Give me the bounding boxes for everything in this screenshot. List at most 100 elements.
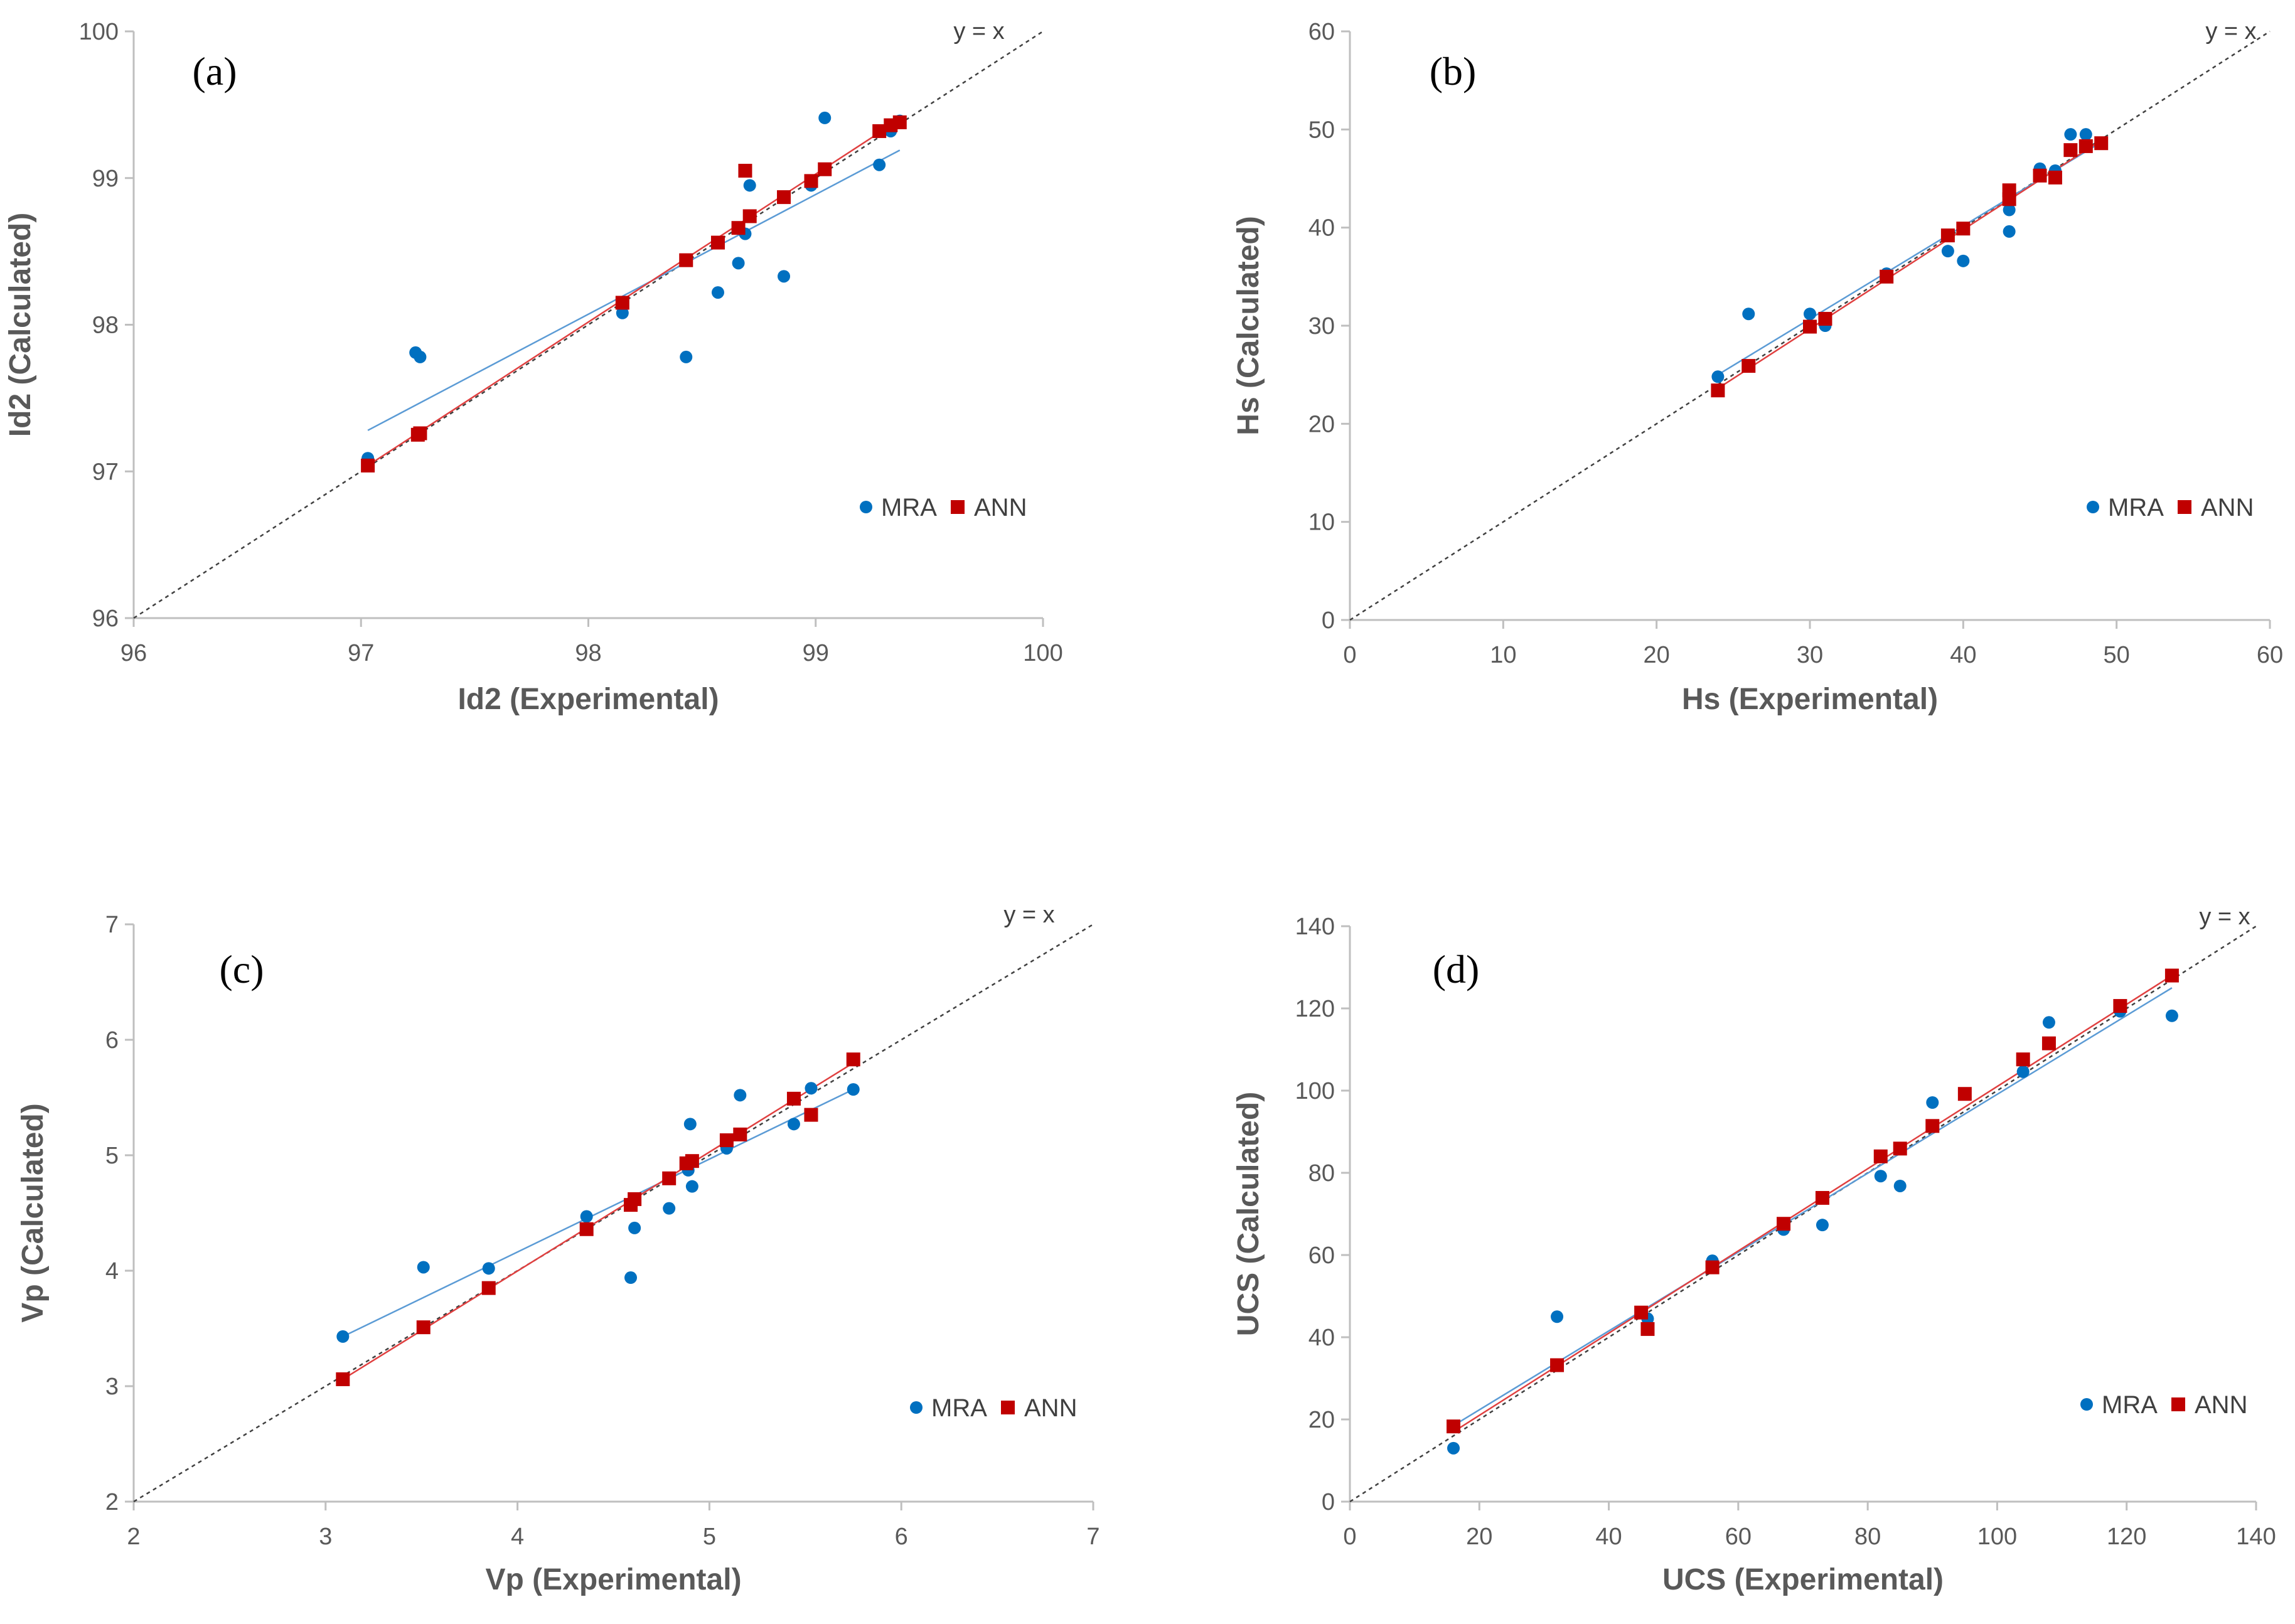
mra-point — [336, 1330, 350, 1343]
mra-point — [1804, 307, 1816, 321]
mra-point — [2042, 1016, 2055, 1029]
ann-point — [1880, 269, 1894, 284]
y-tick-label: 99 — [92, 166, 119, 192]
mra-point — [1874, 1170, 1887, 1183]
ann-point — [1447, 1419, 1461, 1434]
y-axis-title: Id2 (Calculated) — [4, 213, 37, 437]
x-tick-label: 96 — [120, 640, 147, 666]
panel-label: (a) — [192, 49, 237, 93]
ann-point — [1803, 319, 1817, 334]
y-tick-label: 40 — [1308, 1325, 1335, 1351]
ann-point — [742, 209, 757, 223]
identity-line-label: y = x — [953, 18, 1004, 45]
ann-point — [872, 124, 887, 138]
mra-point — [482, 1262, 495, 1275]
y-tick-label: 60 — [1308, 1242, 1335, 1269]
ann-point — [2113, 999, 2127, 1013]
x-tick-label: 0 — [1343, 642, 1356, 668]
ann-point — [579, 1222, 594, 1236]
x-tick-label: 80 — [1854, 1524, 1881, 1550]
mra-point — [417, 1261, 430, 1274]
legend-ann-label: ANN — [974, 494, 1027, 521]
mra-point — [1551, 1310, 1564, 1323]
ann-point — [2041, 1036, 2056, 1050]
mra-point — [873, 158, 886, 171]
y-axis-title: Hs (Calculated) — [1232, 216, 1265, 435]
mra-point — [628, 1221, 641, 1234]
legend-mra-marker — [2087, 501, 2099, 513]
legend-mra-label: MRA — [2102, 1391, 2158, 1419]
y-tick-label: 100 — [79, 19, 119, 45]
ann-point — [719, 1133, 734, 1148]
ann-point — [1777, 1217, 1791, 1231]
ann-point — [818, 162, 832, 176]
y-tick-label: 10 — [1308, 510, 1335, 536]
y-tick-label: 2 — [105, 1489, 119, 1515]
y-tick-label: 6 — [105, 1027, 119, 1054]
ann-point — [416, 1320, 431, 1335]
ann-point — [804, 1108, 818, 1122]
ann-point — [662, 1171, 677, 1185]
ann-point — [2048, 170, 2062, 184]
x-axis-title: Id2 (Experimental) — [457, 683, 719, 716]
x-tick-label: 40 — [1950, 642, 1976, 668]
x-tick-label: 120 — [2107, 1524, 2146, 1550]
x-tick-label: 6 — [895, 1524, 908, 1550]
x-tick-label: 100 — [1023, 640, 1062, 666]
ann-point — [2002, 183, 2016, 198]
mra-point — [1742, 307, 1755, 321]
panel-label: (b) — [1430, 49, 1477, 93]
mra-fit-line — [342, 1088, 854, 1338]
y-axis-title: Vp (Calculated) — [16, 1103, 50, 1322]
mra-point — [1957, 254, 1970, 267]
ann-point — [1940, 228, 1955, 243]
y-tick-label: 120 — [1295, 996, 1335, 1022]
mra-point — [743, 179, 756, 192]
x-tick-label: 140 — [2236, 1524, 2276, 1550]
y-tick-label: 100 — [1295, 1078, 1335, 1104]
ann-point — [804, 174, 818, 188]
chart-panel-1: 96 97 98 99 100 96 97 98 99 100 y = x (a) Id2 (Exper… — [4, 18, 1063, 716]
ann-point — [1815, 1190, 1829, 1205]
legend-mra-label: MRA — [2108, 494, 2164, 521]
mra-point — [616, 306, 629, 319]
ann-point — [846, 1052, 860, 1067]
x-tick-label: 7 — [1086, 1524, 1099, 1550]
x-tick-label: 100 — [1977, 1524, 2017, 1550]
mra-point — [685, 1180, 698, 1193]
y-tick-label: 140 — [1295, 914, 1335, 940]
mra-point — [580, 1210, 593, 1223]
ann-point — [2164, 968, 2179, 983]
x-tick-label: 98 — [575, 640, 601, 666]
ann-point — [2033, 168, 2047, 183]
x-tick-label: 40 — [1595, 1524, 1622, 1550]
ann-point — [1711, 383, 1725, 398]
ann-point — [733, 1127, 747, 1141]
y-tick-label: 4 — [105, 1258, 119, 1285]
mra-point — [818, 111, 832, 124]
ann-point — [413, 426, 427, 441]
identity-line — [1349, 925, 2257, 1503]
chart-panel-2: 0 10 20 30 40 50 60 0 10 20 30 40 50 60 y = x (b) Hs (Ex… — [1232, 18, 2283, 716]
mra-point — [732, 257, 745, 270]
legend-mra-label: MRA — [881, 494, 937, 521]
ann-point — [679, 253, 693, 267]
y-tick-label: 98 — [92, 313, 119, 339]
mra-point — [2003, 225, 2016, 238]
ann-point — [2094, 136, 2109, 151]
mra-fit-line — [367, 149, 901, 431]
mra-point — [2079, 128, 2092, 141]
x-tick-label: 50 — [2104, 642, 2130, 668]
mra-point — [680, 350, 693, 363]
legend-mra-marker — [910, 1401, 923, 1414]
identity-line-label: y = x — [1003, 902, 1054, 928]
legend-mra-label: MRA — [931, 1394, 987, 1422]
y-tick-label: 0 — [1322, 607, 1335, 634]
x-tick-label: 60 — [2257, 642, 2283, 668]
y-tick-label: 20 — [1308, 411, 1335, 437]
ann-point — [361, 458, 375, 473]
ann-point — [1956, 222, 1971, 236]
mra-point — [2165, 1009, 2178, 1022]
ann-point — [1925, 1119, 1940, 1133]
